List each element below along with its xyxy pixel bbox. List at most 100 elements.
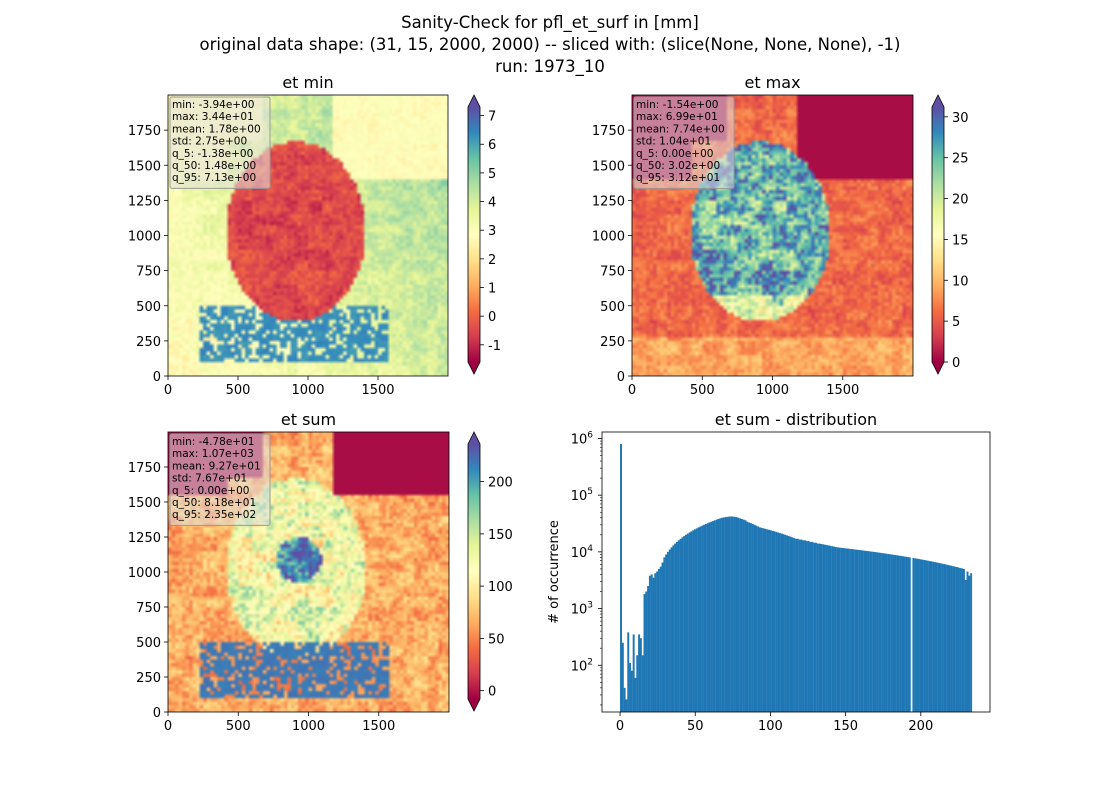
histogram-bar bbox=[865, 550, 868, 712]
colorbar-tick-label: 30 bbox=[952, 111, 969, 126]
stats-line: q_50: 1.48e+00 bbox=[172, 160, 256, 172]
x-tick-label: 500 bbox=[226, 383, 251, 398]
histogram-bar bbox=[827, 545, 830, 712]
x-tick-label: 100 bbox=[758, 719, 783, 734]
histogram-bar bbox=[832, 546, 835, 712]
histogram-bar bbox=[948, 565, 951, 712]
x-tick-label: 1000 bbox=[292, 719, 325, 734]
histogram-bar bbox=[659, 566, 662, 712]
histogram-bar bbox=[697, 527, 700, 712]
colorbar-tick-label: 3 bbox=[488, 224, 496, 239]
histogram-bar bbox=[665, 554, 668, 712]
histogram-bar bbox=[896, 555, 899, 712]
histogram-bar bbox=[748, 522, 751, 712]
histogram-bar bbox=[753, 524, 756, 712]
histogram-bar bbox=[923, 559, 926, 712]
histogram-bar bbox=[829, 545, 832, 712]
histogram-bar bbox=[912, 557, 915, 712]
colorbar-tick-label: 7 bbox=[488, 110, 496, 125]
histogram-bar bbox=[805, 541, 808, 712]
histogram-bar bbox=[735, 517, 738, 712]
x-tick-label: 0 bbox=[164, 719, 172, 734]
histogram-bar bbox=[879, 552, 882, 712]
histogram-bar bbox=[814, 542, 817, 712]
histogram-bar bbox=[775, 531, 778, 712]
histogram-bar bbox=[970, 573, 973, 712]
histogram-bar bbox=[722, 517, 725, 712]
histogram-bar bbox=[726, 516, 729, 712]
histogram-bar bbox=[728, 516, 731, 712]
y-tick-label: 750 bbox=[600, 265, 625, 280]
stats-box bbox=[633, 96, 735, 189]
colorbar-tick-label: 15 bbox=[952, 233, 969, 248]
y-tick-label: 1250 bbox=[592, 194, 625, 209]
histogram-bar bbox=[847, 548, 850, 712]
y-tick-label: 750 bbox=[136, 265, 161, 280]
histogram-bar bbox=[939, 563, 942, 712]
stats-line: q_5: -1.38e+00 bbox=[172, 148, 253, 160]
histogram-bar bbox=[861, 550, 864, 712]
y-tick-label: 1250 bbox=[128, 194, 161, 209]
histogram-bar bbox=[764, 528, 767, 712]
colorbar-tick-label: -1 bbox=[488, 339, 501, 354]
histogram-bar bbox=[733, 516, 736, 712]
stats-line: mean: 1.78e+00 bbox=[172, 123, 261, 135]
figure-title-line-3: run: 1973_10 bbox=[495, 57, 605, 76]
histogram-bar bbox=[641, 655, 644, 712]
figure-title-line-2: original data shape: (31, 15, 2000, 2000… bbox=[199, 35, 901, 54]
histogram-panel: et sum - distribution 0 50 100 150 200 102 103 1… bbox=[547, 410, 991, 734]
histogram-bar bbox=[777, 532, 780, 712]
histogram-bar bbox=[787, 536, 790, 712]
histogram-bar bbox=[685, 534, 687, 712]
colorbar bbox=[932, 107, 944, 362]
figure-title-line-1: Sanity-Check for pfl_et_surf in [mm] bbox=[401, 13, 699, 32]
colorbar-tick-label: 5 bbox=[488, 167, 496, 182]
histogram-bar bbox=[762, 528, 765, 712]
histogram-bar bbox=[623, 687, 626, 712]
histogram-bar bbox=[724, 517, 727, 712]
histogram-bar bbox=[950, 565, 953, 712]
y-tick-label: 106 bbox=[571, 430, 594, 447]
stats-line: min: -4.78e+01 bbox=[172, 436, 254, 448]
histogram-bar bbox=[852, 549, 855, 712]
histogram-bar bbox=[647, 586, 650, 712]
y-tick-label: 1250 bbox=[128, 531, 161, 546]
colorbar-extend-bottom bbox=[468, 362, 480, 374]
histogram-bar bbox=[838, 547, 841, 712]
histogram-bar bbox=[749, 523, 752, 712]
histogram-bar bbox=[760, 527, 763, 712]
x-tick-label: 0 bbox=[628, 383, 636, 398]
histogram-bar bbox=[800, 539, 803, 712]
y-tick-label: 1750 bbox=[592, 124, 625, 139]
histogram-bar bbox=[890, 554, 893, 712]
colorbar-tick-label: 6 bbox=[488, 138, 496, 153]
stats-line: min: -3.94e+00 bbox=[172, 99, 254, 111]
stats-line: mean: 9.27e+01 bbox=[172, 460, 261, 472]
histogram-bar bbox=[925, 560, 927, 712]
histogram-bar bbox=[798, 539, 801, 712]
histogram-bar bbox=[766, 529, 769, 712]
histogram-bar bbox=[944, 564, 947, 712]
colorbar bbox=[468, 444, 480, 699]
stats-line: q_95: 7.13e+00 bbox=[172, 172, 256, 184]
histogram-bar bbox=[661, 562, 664, 712]
y-tick-label: 104 bbox=[571, 544, 594, 561]
histogram-bar bbox=[919, 559, 922, 712]
colorbar-tick-label: 4 bbox=[488, 196, 496, 211]
y-tick-label: 1750 bbox=[128, 124, 161, 139]
histogram-bar bbox=[811, 541, 814, 712]
stats-line: max: 6.99e+01 bbox=[636, 111, 718, 123]
stats-line: q_5: 0.00e+00 bbox=[172, 485, 249, 497]
colorbar-tick-label: 50 bbox=[488, 632, 505, 647]
histogram-bar bbox=[953, 566, 956, 712]
colorbar-tick-label: 0 bbox=[488, 685, 496, 700]
x-tick-label: 500 bbox=[226, 719, 251, 734]
stats-line: q_50: 3.02e+00 bbox=[636, 160, 720, 172]
histogram-bar bbox=[692, 530, 695, 712]
histogram-bar bbox=[737, 517, 740, 712]
histogram-bar bbox=[751, 524, 754, 712]
histogram-bar bbox=[663, 557, 666, 712]
histogram-bar bbox=[731, 516, 734, 712]
